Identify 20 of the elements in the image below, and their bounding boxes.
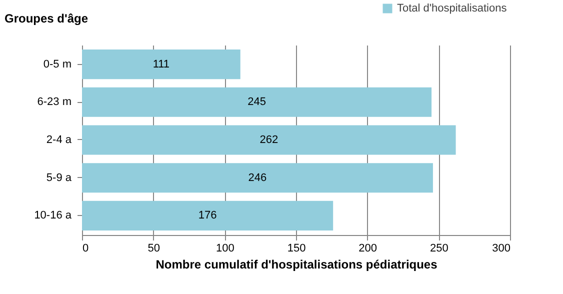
x-tick-label: 50 <box>148 242 160 254</box>
x-tick-label: 200 <box>358 242 378 254</box>
data-label: 262 <box>260 134 278 146</box>
y-axis-title: Groupes d'âge <box>4 12 88 26</box>
x-tick-label: 250 <box>430 242 448 254</box>
data-label: 111 <box>152 58 170 70</box>
data-label: 246 <box>248 172 267 184</box>
y-tick-label: 6-23 m <box>37 96 72 108</box>
y-tick-label: 0-5 m <box>43 58 72 70</box>
x-tick-label: 0 <box>82 242 89 254</box>
data-label: 245 <box>248 96 266 108</box>
x-axis-title: Nombre cumulatif d'hospitalisations pédiatriques <box>156 258 438 272</box>
y-tick-label: 5-9 a <box>46 172 72 184</box>
y-tick-label: 2-4 a <box>46 134 72 146</box>
x-tick-label: 100 <box>216 242 234 254</box>
x-tick-label: 150 <box>287 242 306 254</box>
y-tick-label: 10-16 a <box>34 210 72 222</box>
data-label: 176 <box>198 210 217 222</box>
legend-label: Total d'hospitalisations <box>397 2 508 14</box>
x-tick-label: 300 <box>492 242 510 254</box>
